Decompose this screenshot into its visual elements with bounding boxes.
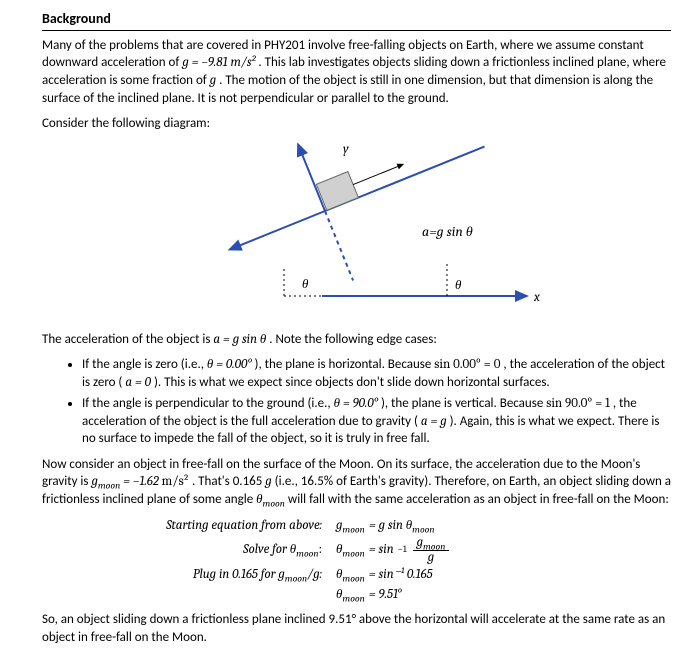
x-axis-label: x — [533, 290, 540, 305]
theta-label-ground: θ — [302, 277, 309, 292]
equation-label: Plug in 0.165 for gmoon/g: — [112, 566, 336, 584]
subscript: moon — [98, 481, 120, 492]
theta-label-base: θ — [455, 278, 462, 293]
acceleration-label: a=g sin θ — [422, 223, 473, 240]
equation-rhs: θmoon = sin⁻¹ 0.165 — [336, 566, 433, 584]
list-item: If the angle is zero (i.e., θ = 0.00° ),… — [82, 356, 671, 391]
text-run: ), the plane is vertical. Because — [381, 396, 546, 411]
text-run: If the angle is perpendicular to the gro… — [82, 396, 334, 411]
intro-paragraph-1: Many of the problems that are covered in… — [42, 37, 671, 107]
equation-inline: g — [210, 73, 216, 88]
equation-block: Starting equation from above: gmoon = g … — [112, 517, 671, 604]
equation-inline: a = g sin θ — [213, 332, 266, 347]
equation-row: Starting equation from above: gmoon = g … — [112, 517, 671, 535]
text-run: . Note the following edge cases: — [269, 332, 437, 347]
text-run: If the angle is zero (i.e., — [82, 357, 207, 372]
equation-inline: θ = 90.0° — [334, 396, 378, 411]
text-run: ), the plane is horizontal. Because — [255, 357, 435, 372]
equation-rhs: gmoon = g sin θmoon — [336, 517, 435, 535]
closing-paragraph: So, an object sliding down a frictionles… — [42, 611, 671, 646]
edge-case-list: If the angle is zero (i.e., θ = 0.00° ),… — [42, 356, 671, 448]
y-axis-label: y — [343, 142, 349, 157]
equation-inline: a = 0 — [125, 375, 151, 390]
equation-row: Solve for θmoon: θmoon = sin−1 gmoon g — [112, 536, 671, 564]
equation-inline: θ = 0.00° — [207, 357, 252, 372]
equation-inline: g = −9.81 m/s² — [182, 55, 255, 70]
document-page: Background Many of the problems that are… — [0, 0, 699, 671]
equation-label: Solve for θmoon: — [112, 541, 336, 559]
equation-inline: θmoon — [256, 492, 285, 507]
equation-inline: gmoon = −1.62 m/s² — [91, 474, 189, 489]
equation-rhs: θmoon = sin−1 gmoon g — [336, 536, 451, 564]
equation-inline: g — [265, 474, 271, 489]
moon-paragraph: Now consider an object in free-fall on t… — [42, 456, 671, 509]
text-run: The acceleration of the object is — [42, 332, 213, 347]
list-item: If the angle is perpendicular to the gro… — [82, 395, 671, 448]
equation-rhs: θmoon = 9.51° — [336, 586, 402, 604]
text-run: ). This is what we expect since objects … — [154, 375, 550, 390]
acceleration-paragraph: The acceleration of the object is a = g … — [42, 331, 671, 349]
equation-row: θmoon = 9.51° — [112, 586, 671, 604]
equation-inline: a = g — [421, 414, 447, 429]
section-heading: Background — [42, 10, 671, 31]
diagram-container: θ x θ y a=g sin θ — [42, 141, 671, 321]
equation-inline: sin 90.0° = 1 — [546, 396, 610, 411]
subscript: moon — [263, 499, 285, 510]
intro-paragraph-2: Consider the following diagram: — [42, 115, 671, 133]
text-run: . That's 0.165 — [192, 474, 262, 489]
text-run: will fall with the same acceleration as … — [288, 492, 669, 507]
equation-row: Plug in 0.165 for gmoon/g: θmoon = sin⁻¹… — [112, 566, 671, 584]
equation-label: Starting equation from above: — [112, 517, 336, 535]
equation-inline: sin 0.00° = 0 — [434, 357, 500, 372]
inclined-plane-diagram: θ x θ y a=g sin θ — [167, 141, 547, 321]
